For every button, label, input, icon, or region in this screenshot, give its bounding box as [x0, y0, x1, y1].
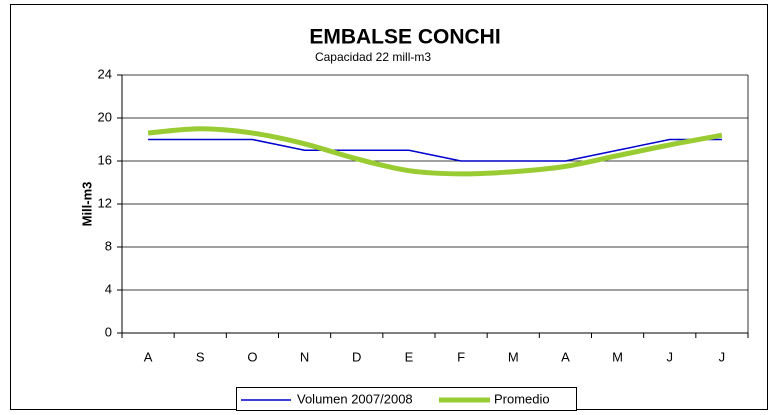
- chart-subtitle: Capacidad 22 mill-m3: [315, 50, 431, 64]
- y-tick-label: 20: [98, 109, 112, 124]
- legend-box: [236, 387, 577, 411]
- legend: Volumen 2007/2008 Promedio: [236, 387, 577, 411]
- x-tick-label: M: [612, 349, 623, 364]
- chart-title: EMBALSE CONCHI: [309, 26, 500, 49]
- chart-frame: [10, 4, 768, 410]
- x-tick-label: M: [508, 349, 519, 364]
- series-line: [148, 138, 722, 162]
- y-tick-label: 4: [105, 281, 112, 296]
- y-axis-label: Mill-m3: [79, 182, 94, 227]
- x-tick-label: J: [667, 349, 674, 364]
- y-tick-label: 12: [98, 195, 112, 210]
- legend-label: Promedio: [494, 391, 550, 406]
- x-tick-label: D: [352, 349, 361, 364]
- y-tick-label: 16: [98, 152, 112, 167]
- x-tick-label: A: [144, 349, 153, 364]
- x-tick-label: S: [196, 349, 205, 364]
- x-tick-label: J: [719, 349, 726, 364]
- x-tick-label: F: [457, 349, 465, 364]
- x-tick-label: O: [247, 349, 257, 364]
- x-tick-label: E: [405, 349, 414, 364]
- series-line: [147, 126, 723, 177]
- y-tick-label: 24: [98, 66, 112, 81]
- y-tick-label: 8: [105, 238, 112, 253]
- y-tick-label: 0: [105, 324, 112, 339]
- legend-label: Volumen 2007/2008: [297, 391, 413, 406]
- x-tick-label: N: [300, 349, 309, 364]
- x-tick-label: A: [561, 349, 570, 364]
